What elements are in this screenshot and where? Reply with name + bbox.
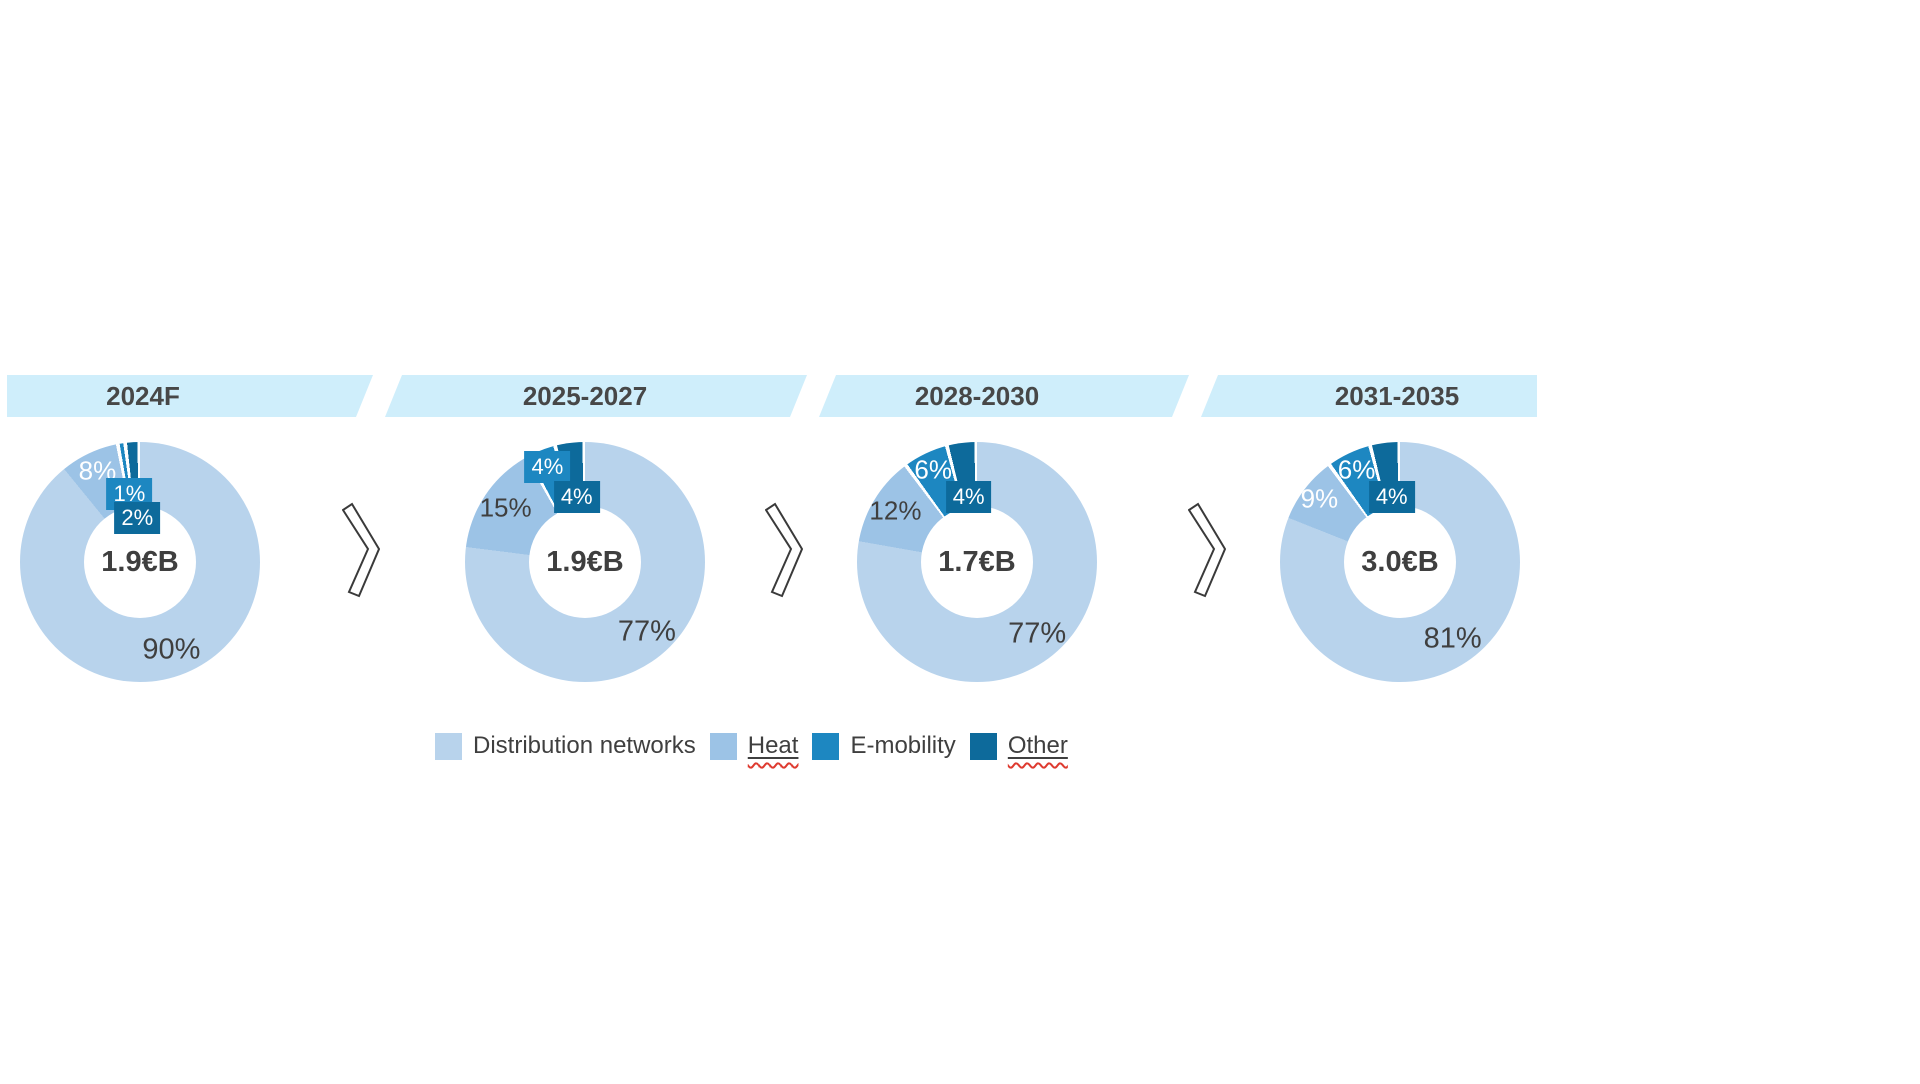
donut-chart-2024f: 1.9€B 90% 8% 1% 2%	[20, 442, 260, 682]
legend-item-heat: Heat	[709, 732, 799, 760]
timeline-segment-2025-2027	[385, 375, 807, 417]
slice-label-other: 4%	[945, 480, 992, 513]
period-label: 2025-2027	[522, 381, 648, 411]
slice-label-e-mobility: 6%	[914, 454, 952, 485]
donut-total: 1.7€B	[938, 545, 1016, 578]
period-label: 2031-2035	[1334, 381, 1460, 411]
legend-swatch	[709, 732, 737, 760]
timeline-segment-2031-2035	[1201, 375, 1537, 417]
legend-item-other: Other	[969, 732, 1068, 760]
timeline-segment-2024f	[7, 375, 373, 417]
legend-item-distribution-networks: Distribution networks	[435, 732, 696, 760]
slice-label-heat: 15%	[479, 492, 532, 523]
slice-label-e-mobility: 6%	[1337, 454, 1376, 485]
donut-chart-2031-2035: 3.0€B 81% 9% 6% 4%	[1280, 442, 1520, 682]
slice-label-heat: 12%	[869, 495, 922, 526]
slice-label-distribution-networks: 77%	[617, 615, 676, 648]
legend-item-e-mobility: E-mobility	[812, 732, 956, 760]
donut-total: 3.0€B	[1361, 545, 1439, 578]
timeline-band	[7, 375, 1537, 417]
chevron-arrow-icon	[1188, 502, 1226, 598]
donut-hole	[1344, 506, 1456, 618]
slice-label-heat: 9%	[1300, 483, 1339, 514]
slice-label-e-mobility: 4%	[524, 451, 571, 484]
chevron-arrow-icon	[765, 502, 803, 598]
donut-total: 1.9€B	[546, 545, 624, 578]
donut-chart-2028-2030: 1.7€B 77% 12% 6% 4%	[857, 442, 1097, 682]
legend-swatch	[435, 732, 462, 760]
period-label: 2028-2030	[914, 381, 1040, 411]
slice-label-other: 4%	[1368, 480, 1415, 513]
donut-hole	[529, 506, 641, 618]
legend-label: E-mobility	[850, 732, 956, 759]
slice-label-distribution-networks: 77%	[1008, 617, 1067, 650]
chevron-arrow-icon	[342, 502, 380, 598]
legend-label: Distribution networks	[473, 732, 696, 759]
slice-label-other: 4%	[553, 480, 600, 513]
chart-legend: Distribution networks Heat E-mobility Ot…	[435, 732, 1068, 760]
period-label: 2024F	[106, 381, 180, 411]
legend-label: Heat	[747, 732, 799, 759]
slice-label-distribution-networks: 90%	[142, 633, 201, 666]
donut-total: 1.9€B	[101, 545, 179, 578]
timeline-segment-2028-2030	[819, 375, 1189, 417]
legend-swatch	[969, 732, 997, 760]
slice-label-distribution-networks: 81%	[1423, 622, 1482, 655]
legend-swatch	[812, 732, 840, 760]
donut-hole	[921, 506, 1033, 618]
donut-chart-2025-2027: 1.9€B 77% 15% 4% 4%	[465, 442, 705, 682]
legend-label: Other	[1007, 732, 1068, 759]
slice-label-other: 2%	[114, 501, 161, 534]
